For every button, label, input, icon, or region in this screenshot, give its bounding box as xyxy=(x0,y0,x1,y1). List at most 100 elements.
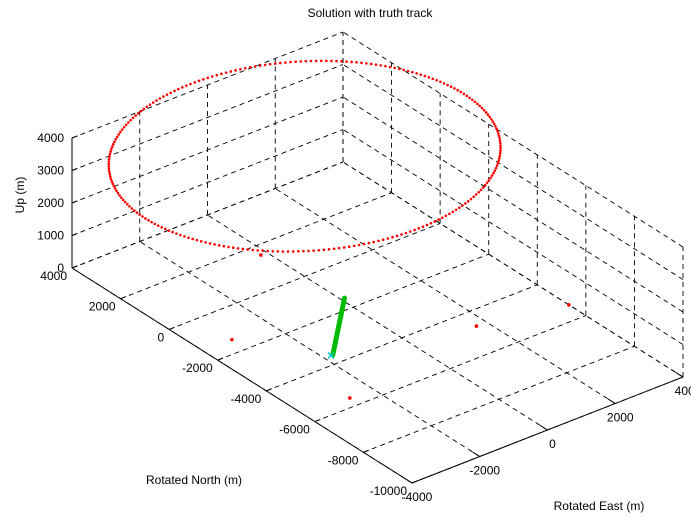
circle-track-point xyxy=(429,221,433,225)
circle-track-point xyxy=(355,61,358,64)
grid-layer xyxy=(71,31,684,484)
circle-track-point xyxy=(266,249,270,253)
circle-track-point xyxy=(417,227,421,230)
circle-track-point xyxy=(296,250,300,253)
floor-grid-line xyxy=(120,192,392,300)
circle-track-point xyxy=(415,72,418,75)
circle-track-point xyxy=(271,249,275,253)
circle-track-point xyxy=(433,220,437,223)
circle-track-point xyxy=(187,236,190,240)
circle-track-point xyxy=(367,241,371,245)
circle-track-point xyxy=(299,60,303,63)
circle-track-point xyxy=(473,100,477,104)
circle-track-point xyxy=(113,187,117,190)
circle-track-point xyxy=(217,244,221,247)
circle-track-point xyxy=(124,123,128,127)
marker-point xyxy=(259,253,263,257)
circle-track-point xyxy=(253,65,257,68)
circle-track-point xyxy=(134,114,137,117)
z-tick-label: 4000 xyxy=(37,131,64,145)
circle-track-point xyxy=(458,206,461,209)
floor-grid-line xyxy=(275,188,616,404)
circle-track-point xyxy=(189,82,192,86)
circle-track-point xyxy=(312,249,315,252)
circle-track-point xyxy=(148,103,152,106)
circle-track-point xyxy=(469,197,473,201)
circle-track-point xyxy=(497,134,501,138)
x-tick-label: -2000 xyxy=(469,464,500,478)
circle-track-point xyxy=(384,64,387,68)
circle-track-point xyxy=(199,240,203,243)
z-tick-mark xyxy=(71,167,78,171)
circle-track-point xyxy=(449,85,453,88)
circle-track-point xyxy=(107,170,111,173)
circle-track-point xyxy=(496,161,500,165)
circle-track-point xyxy=(121,198,125,202)
circle-track-point xyxy=(229,70,233,73)
circle-track-point xyxy=(185,84,188,87)
ground-track-line xyxy=(330,295,347,358)
circle-track-point xyxy=(133,209,136,212)
circle-track-point xyxy=(454,208,458,212)
y-axis-line xyxy=(71,267,413,484)
y-tick-mark xyxy=(217,357,224,361)
circle-track-point xyxy=(499,144,502,148)
back-wall-grid-line xyxy=(71,96,344,204)
circle-track-point xyxy=(357,243,361,247)
circle-track-point xyxy=(158,97,162,100)
y-tick-mark xyxy=(168,326,175,330)
circle-track-point xyxy=(483,183,487,187)
circle-track-point xyxy=(493,169,497,172)
circle-track-point xyxy=(488,115,492,119)
back-wall-grid-line xyxy=(71,129,344,236)
back-wall-grid-line xyxy=(71,64,344,171)
circle-track-point xyxy=(423,74,427,78)
floor-grid-line xyxy=(168,223,441,330)
y-tick-mark xyxy=(266,388,272,392)
x-tick-mark xyxy=(675,371,684,378)
circle-track-point xyxy=(251,248,255,252)
circle-track-point xyxy=(177,87,180,91)
z-tick-label: 1000 xyxy=(37,229,64,243)
circle-track-point xyxy=(175,232,178,235)
circle-track-point xyxy=(492,122,496,126)
circle-track-point xyxy=(386,237,390,240)
circle-track-point xyxy=(362,242,366,246)
circle-track-point xyxy=(246,248,250,251)
circle-track-point xyxy=(494,166,498,170)
circle-track-point xyxy=(120,196,123,199)
circle-track-point xyxy=(496,129,499,133)
circle-track-point xyxy=(273,62,277,65)
circle-track-point xyxy=(374,63,378,66)
floor-grid-line xyxy=(207,214,548,431)
circle-track-point xyxy=(193,81,197,84)
circle-track-point xyxy=(381,238,385,242)
circle-track-point xyxy=(408,230,412,233)
circle-track-point xyxy=(495,164,499,167)
circle-track-point xyxy=(421,225,425,229)
circle-track-point xyxy=(120,128,124,131)
circle-track-point xyxy=(347,245,351,248)
circle-track-point xyxy=(108,175,112,178)
z-tick-mark xyxy=(71,265,78,269)
x-tick-label: 0 xyxy=(549,437,556,451)
circle-track-point xyxy=(153,222,157,226)
circle-track-point xyxy=(206,76,210,80)
marker-point xyxy=(474,324,479,328)
circle-track-point xyxy=(474,193,478,196)
circle-track-point xyxy=(111,142,115,146)
circle-track-point xyxy=(453,87,456,90)
circle-track-point xyxy=(442,82,446,85)
circle-track-point xyxy=(413,228,416,232)
circle-track-point xyxy=(202,78,205,81)
circle-track-point xyxy=(239,67,242,71)
z-axis-label: Up (m) xyxy=(13,177,27,214)
circle-track-point xyxy=(448,212,451,216)
circle-track-point xyxy=(431,77,435,81)
circle-track-point xyxy=(372,240,375,244)
circle-track-point xyxy=(461,204,464,207)
y-tick-mark xyxy=(363,449,370,453)
x-tick-label: -4000 xyxy=(402,490,433,504)
circle-track-point xyxy=(494,124,497,128)
circle-track-point xyxy=(393,66,396,70)
